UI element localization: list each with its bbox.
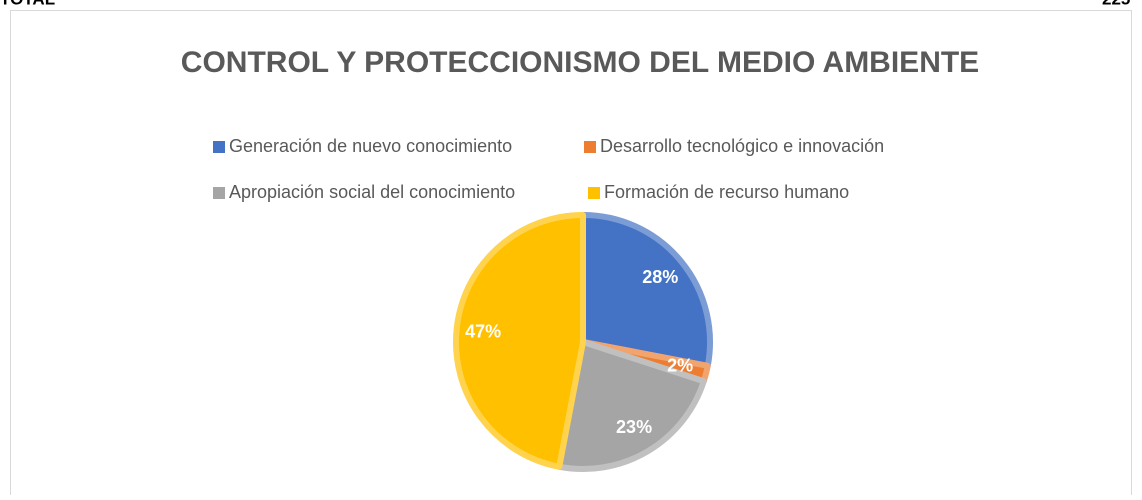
data-label: 47%	[465, 321, 501, 341]
legend-swatch	[213, 141, 225, 153]
chart-title: CONTROL Y PROTECCIONISMO DEL MEDIO AMBIE…	[181, 46, 979, 79]
legend-swatch	[213, 187, 225, 199]
legend-swatch	[584, 141, 596, 153]
legend-label: Formación de recurso humano	[604, 182, 849, 202]
data-label: 2%	[667, 356, 693, 376]
legend-label: Generación de nuevo conocimiento	[229, 136, 512, 156]
data-label: 23%	[616, 417, 652, 437]
legend-swatch	[588, 187, 600, 199]
pie-slice	[580, 212, 713, 369]
data-label: 28%	[642, 267, 678, 287]
pie-slice	[556, 339, 707, 472]
pie-slice	[453, 212, 586, 470]
legend-label: Apropiación social del conocimiento	[229, 182, 515, 202]
header-right: 225	[1102, 0, 1130, 8]
legend-label: Desarrollo tecnológico e innovación	[600, 136, 884, 156]
header-left: TOTAL	[0, 0, 55, 8]
